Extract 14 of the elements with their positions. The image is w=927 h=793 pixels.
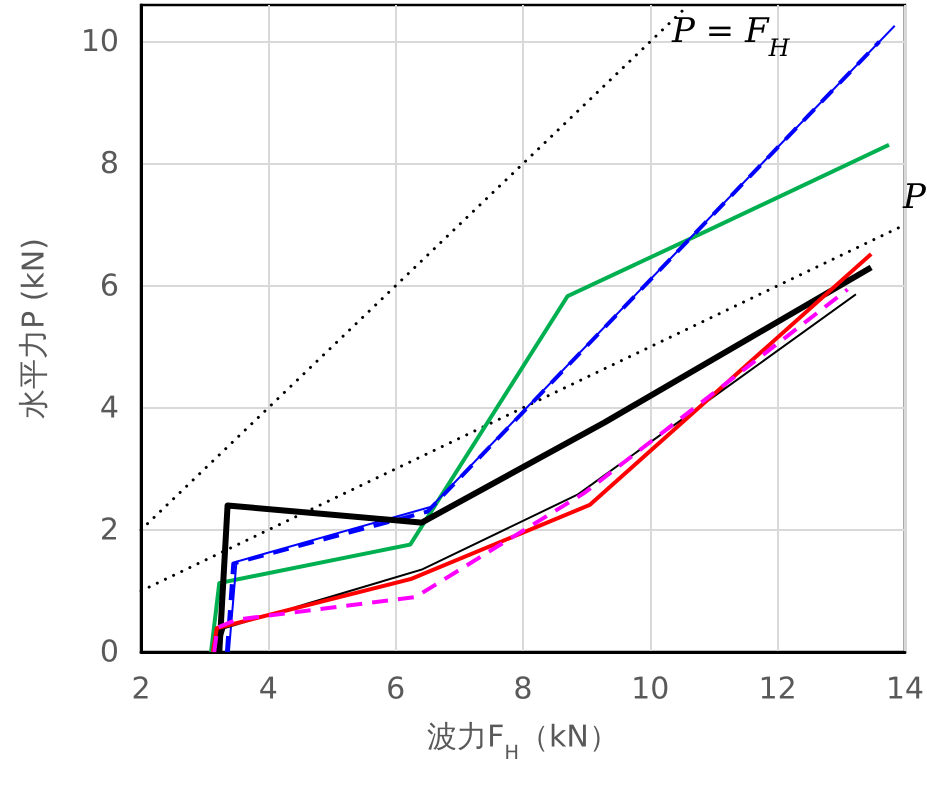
x-tick-label: 12 xyxy=(758,672,797,706)
x-tick-label: 8 xyxy=(513,672,533,706)
x-tick-label: 6 xyxy=(386,672,406,706)
y-tick-label: 2 xyxy=(100,512,119,548)
y-tick-label: 0 xyxy=(100,634,119,670)
x-tick-label: 2 xyxy=(131,672,151,706)
x-tick-label: 14 xyxy=(886,672,924,706)
x-tick-label: 10 xyxy=(631,672,670,706)
x-tick-label: 4 xyxy=(258,672,278,706)
y-axis-title: 水平力P (kN) xyxy=(16,238,52,419)
y-tick-label: 10 xyxy=(80,24,119,60)
y-tick-label: 8 xyxy=(100,146,119,182)
y-tick-label: 6 xyxy=(100,268,119,304)
y-tick-label: 4 xyxy=(100,390,119,426)
